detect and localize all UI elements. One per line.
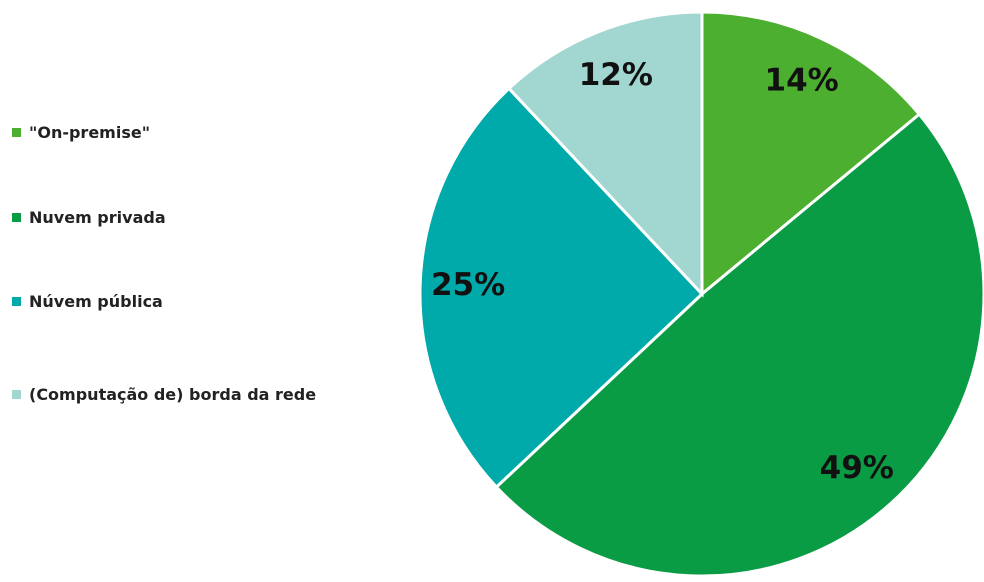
legend-item: (Computação de) borda da rede: [12, 384, 332, 405]
legend-item: Nuvem privada: [12, 207, 332, 228]
legend-item: Núvem pública: [12, 291, 332, 312]
legend-swatch: [12, 128, 21, 137]
legend-label: Núvem pública: [29, 292, 163, 311]
data-label: 14%: [765, 63, 839, 99]
pie-slice: [700, 10, 922, 298]
data-label: 49%: [820, 450, 894, 486]
pie-slice: [494, 112, 984, 578]
pie-slice: [418, 86, 705, 490]
legend-item: "On-premise": [12, 122, 332, 143]
legend-label: Nuvem privada: [29, 208, 166, 227]
legend-swatch: [12, 213, 21, 222]
legend-swatch: [12, 390, 21, 399]
data-label: 25%: [431, 267, 505, 303]
legend-label: (Computação de) borda da rede: [29, 385, 317, 404]
legend-swatch: [12, 297, 21, 306]
legend-label: "On-premise": [29, 123, 151, 142]
data-label: 12%: [579, 57, 653, 93]
pie-slice: [506, 10, 704, 298]
